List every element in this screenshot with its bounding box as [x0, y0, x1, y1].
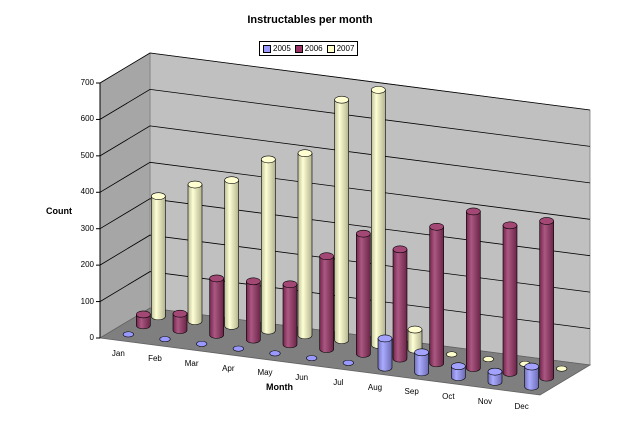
bar-2006-mar: [209, 274, 224, 339]
gridline: [99, 161, 591, 220]
legend-swatch: [326, 44, 335, 53]
bar-2005-mar: [196, 340, 208, 347]
gridline: [99, 88, 591, 147]
bar-2007-sep: [446, 351, 458, 358]
bar-2005-may: [269, 350, 281, 357]
bar-2007-jun: [334, 95, 349, 344]
x-tick-label: Sep: [404, 387, 419, 397]
bar-2006-jul: [356, 229, 371, 358]
legend-item-2005: 2005: [263, 44, 291, 53]
bar-2006-dec: [539, 217, 554, 382]
bar-2005-feb: [159, 336, 171, 343]
y-tick-label: 200: [80, 260, 94, 270]
bar-2005-jan: [122, 331, 134, 338]
bar-2006-oct: [466, 207, 481, 372]
bar-2007-feb: [187, 180, 203, 325]
bar-2005-apr: [232, 345, 244, 352]
y-tick-label: 300: [80, 223, 94, 233]
bar-2007-may: [297, 149, 313, 340]
x-tick-label: Oct: [442, 392, 455, 402]
bar-2007-jul: [371, 86, 386, 349]
chart-title: Instructables per month: [247, 14, 373, 26]
x-tick-label: Jul: [333, 377, 344, 387]
x-tick-label: Feb: [148, 354, 162, 364]
bar-2006-jun: [319, 252, 334, 353]
y-tick-label: 700: [80, 78, 94, 87]
side-wall: [99, 52, 151, 339]
bar-2005-nov: [487, 367, 503, 386]
bar-2007-mar: [224, 176, 239, 330]
bar-2005-oct: [451, 362, 466, 381]
legend-label: 2006: [304, 44, 323, 53]
bar-2007-jan: [151, 192, 166, 321]
legend-label: 2007: [336, 44, 355, 53]
x-tick-label: May: [257, 368, 273, 378]
bar-2006-sep: [429, 222, 444, 368]
bar-2005-jun: [306, 355, 318, 362]
x-tick-label: Mar: [184, 358, 199, 368]
y-axis-label: Count: [46, 206, 72, 216]
legend-item-2006: 2006: [294, 44, 323, 53]
bar-2005-jul: [342, 359, 354, 366]
y-tick-label: 100: [80, 296, 94, 306]
x-tick-label: Dec: [514, 401, 529, 411]
bar-2007-dec: [556, 365, 568, 372]
bar-2006-feb: [172, 309, 188, 334]
x-tick-label: Aug: [367, 382, 383, 392]
bar-2006-nov: [502, 221, 518, 377]
bar-2006-aug: [392, 245, 408, 363]
x-tick-label: Jan: [111, 349, 125, 359]
y-tick-label: 500: [80, 150, 94, 160]
bar-2006-jan: [136, 310, 151, 330]
bar-2005-dec: [524, 362, 539, 391]
chart-legend: 2005 2006 2007: [259, 41, 359, 56]
legend-label: 2005: [273, 44, 291, 53]
y-tick-label: 400: [80, 187, 94, 197]
bar-2005-aug: [377, 334, 393, 372]
legend-item-2007: 2007: [326, 44, 355, 53]
bar-2006-apr: [246, 277, 261, 344]
x-tick-label: Jun: [295, 373, 309, 383]
y-tick-label: 600: [80, 114, 94, 124]
bar-2007-oct: [482, 356, 494, 363]
x-tick-label: Apr: [222, 363, 235, 373]
legend-swatch: [294, 44, 303, 53]
x-axis-label: Month: [266, 382, 293, 392]
gridline: [99, 52, 591, 111]
y-tick-label: 0: [89, 333, 94, 342]
bar-2005-sep: [414, 348, 429, 377]
legend-swatch: [263, 44, 271, 53]
bar-2006-may: [282, 280, 298, 349]
bar-2007-apr: [261, 155, 276, 335]
gridline: [99, 125, 591, 184]
x-tick-label: Nov: [477, 396, 493, 406]
